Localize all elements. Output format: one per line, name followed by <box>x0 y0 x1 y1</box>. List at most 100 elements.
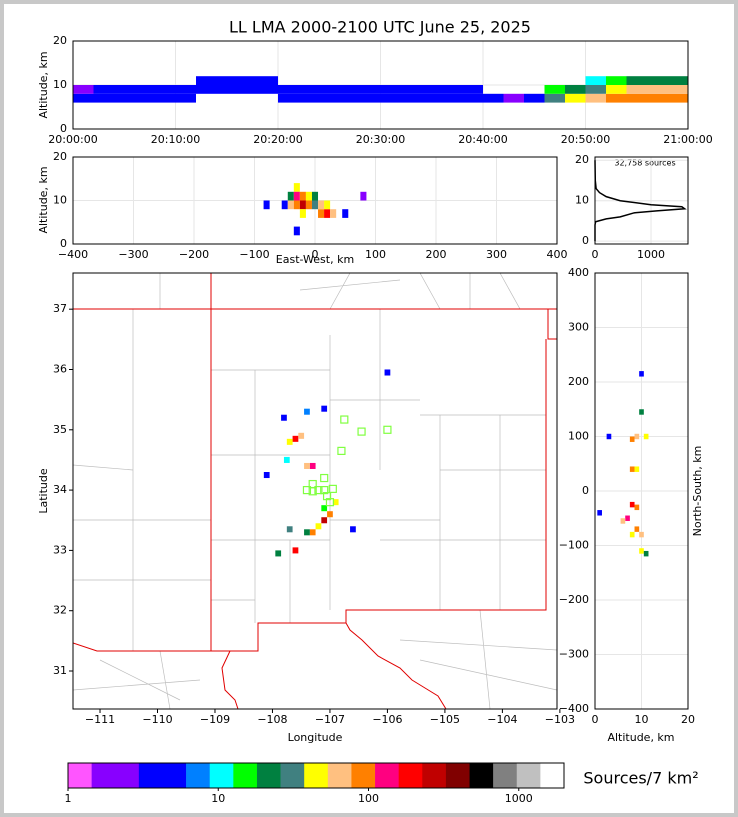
x-tick-label: −111 <box>85 713 115 726</box>
station <box>322 492 332 501</box>
density-cell <box>216 85 237 94</box>
station <box>337 446 346 455</box>
density-cell <box>629 501 635 508</box>
density-cell <box>309 529 316 536</box>
color-swatch <box>351 763 376 788</box>
station <box>320 485 329 495</box>
density-cell <box>421 93 442 103</box>
color-swatch <box>280 763 305 788</box>
density-cell <box>304 408 310 415</box>
density-cell <box>606 85 627 94</box>
color-swatch <box>469 763 494 788</box>
density-cell <box>647 85 668 94</box>
y-tick-label: 34 <box>53 483 67 496</box>
density-cell <box>544 93 565 103</box>
color-swatch <box>493 763 518 788</box>
color-swatch <box>422 763 447 788</box>
density-cell <box>263 200 270 210</box>
density-cell <box>299 209 306 218</box>
x-tick-label: 20 <box>681 713 695 726</box>
density-cell <box>293 226 300 236</box>
x-axis-label: Altitude, km <box>607 731 674 744</box>
density-cell <box>606 76 627 85</box>
x-tick-label: 20:00:00 <box>48 133 97 146</box>
density-cell <box>155 93 176 103</box>
density-cell <box>524 93 545 103</box>
density-cell <box>647 76 668 85</box>
color-swatch <box>327 763 352 788</box>
density-cell <box>299 200 306 210</box>
density-cell <box>155 85 176 94</box>
color-swatch <box>209 763 234 788</box>
density-cell <box>93 85 114 94</box>
density-cell <box>544 85 565 94</box>
x-tick-label: 0 <box>312 248 319 261</box>
density-cell <box>639 548 644 554</box>
density-cell <box>318 209 325 218</box>
density-cell <box>257 76 278 85</box>
density-cell <box>483 93 504 103</box>
density-cell <box>339 85 360 94</box>
density-cell <box>634 504 640 511</box>
y-axis-label: North-South, km <box>691 446 704 537</box>
density-cell <box>134 93 155 103</box>
annotation: 32,758 sources <box>614 159 675 168</box>
density-cell <box>216 76 237 85</box>
y-tick-label: 100 <box>568 430 589 443</box>
density-cell <box>380 93 401 103</box>
density-cell <box>332 499 339 506</box>
density-cell <box>292 435 299 442</box>
colorbar-label: Sources/7 km² <box>583 769 698 788</box>
density-cell <box>321 517 328 524</box>
density-cell <box>311 191 319 201</box>
density-cell <box>263 472 270 479</box>
color-swatch <box>445 763 470 788</box>
density-cell <box>134 85 155 94</box>
density-cell <box>324 200 331 210</box>
colorbar-tick-label: 10 <box>211 792 225 805</box>
density-cell <box>643 550 649 557</box>
density-cell <box>73 93 94 103</box>
density-cell <box>585 76 606 85</box>
x-tick-label: 100 <box>365 248 386 261</box>
density-cell <box>342 209 349 218</box>
density-cells <box>597 371 649 557</box>
density-cell <box>321 505 328 512</box>
density-cell <box>298 432 305 439</box>
density-cell <box>626 76 647 85</box>
y-tick-label: 36 <box>53 362 67 375</box>
y-tick-label: 10 <box>53 78 67 91</box>
density-cell <box>311 200 319 210</box>
density-cell <box>275 550 282 557</box>
color-swatch <box>68 763 92 788</box>
y-tick-label: 0 <box>582 484 589 497</box>
colorbar-frame <box>67 762 565 789</box>
colorbar-tick-label: 1000 <box>505 792 533 805</box>
density-cells <box>263 369 391 557</box>
y-tick-label: 37 <box>53 302 67 315</box>
color-swatch <box>91 763 116 788</box>
density-cell <box>629 466 635 472</box>
density-cell <box>114 85 135 94</box>
density-cell <box>327 511 333 518</box>
density-cell <box>287 200 294 210</box>
density-cell <box>360 85 381 94</box>
density-cell <box>293 200 300 210</box>
x-axis-label: Longitude <box>288 731 343 744</box>
density-cell <box>73 85 94 94</box>
x-tick-label: 0 <box>592 713 599 726</box>
density-cell <box>565 93 586 103</box>
x-tick-label: 1000 <box>637 248 665 261</box>
county-lines <box>73 273 557 709</box>
density-cell <box>196 85 217 94</box>
y-tick-label: 300 <box>568 321 589 334</box>
density-cell <box>237 85 258 94</box>
density-cell <box>634 466 640 472</box>
y-tick-label: 33 <box>53 543 67 556</box>
density-cell <box>442 93 463 103</box>
density-cell <box>626 85 647 94</box>
density-cells <box>73 76 688 103</box>
x-tick-label: 21:00:00 <box>663 133 712 146</box>
